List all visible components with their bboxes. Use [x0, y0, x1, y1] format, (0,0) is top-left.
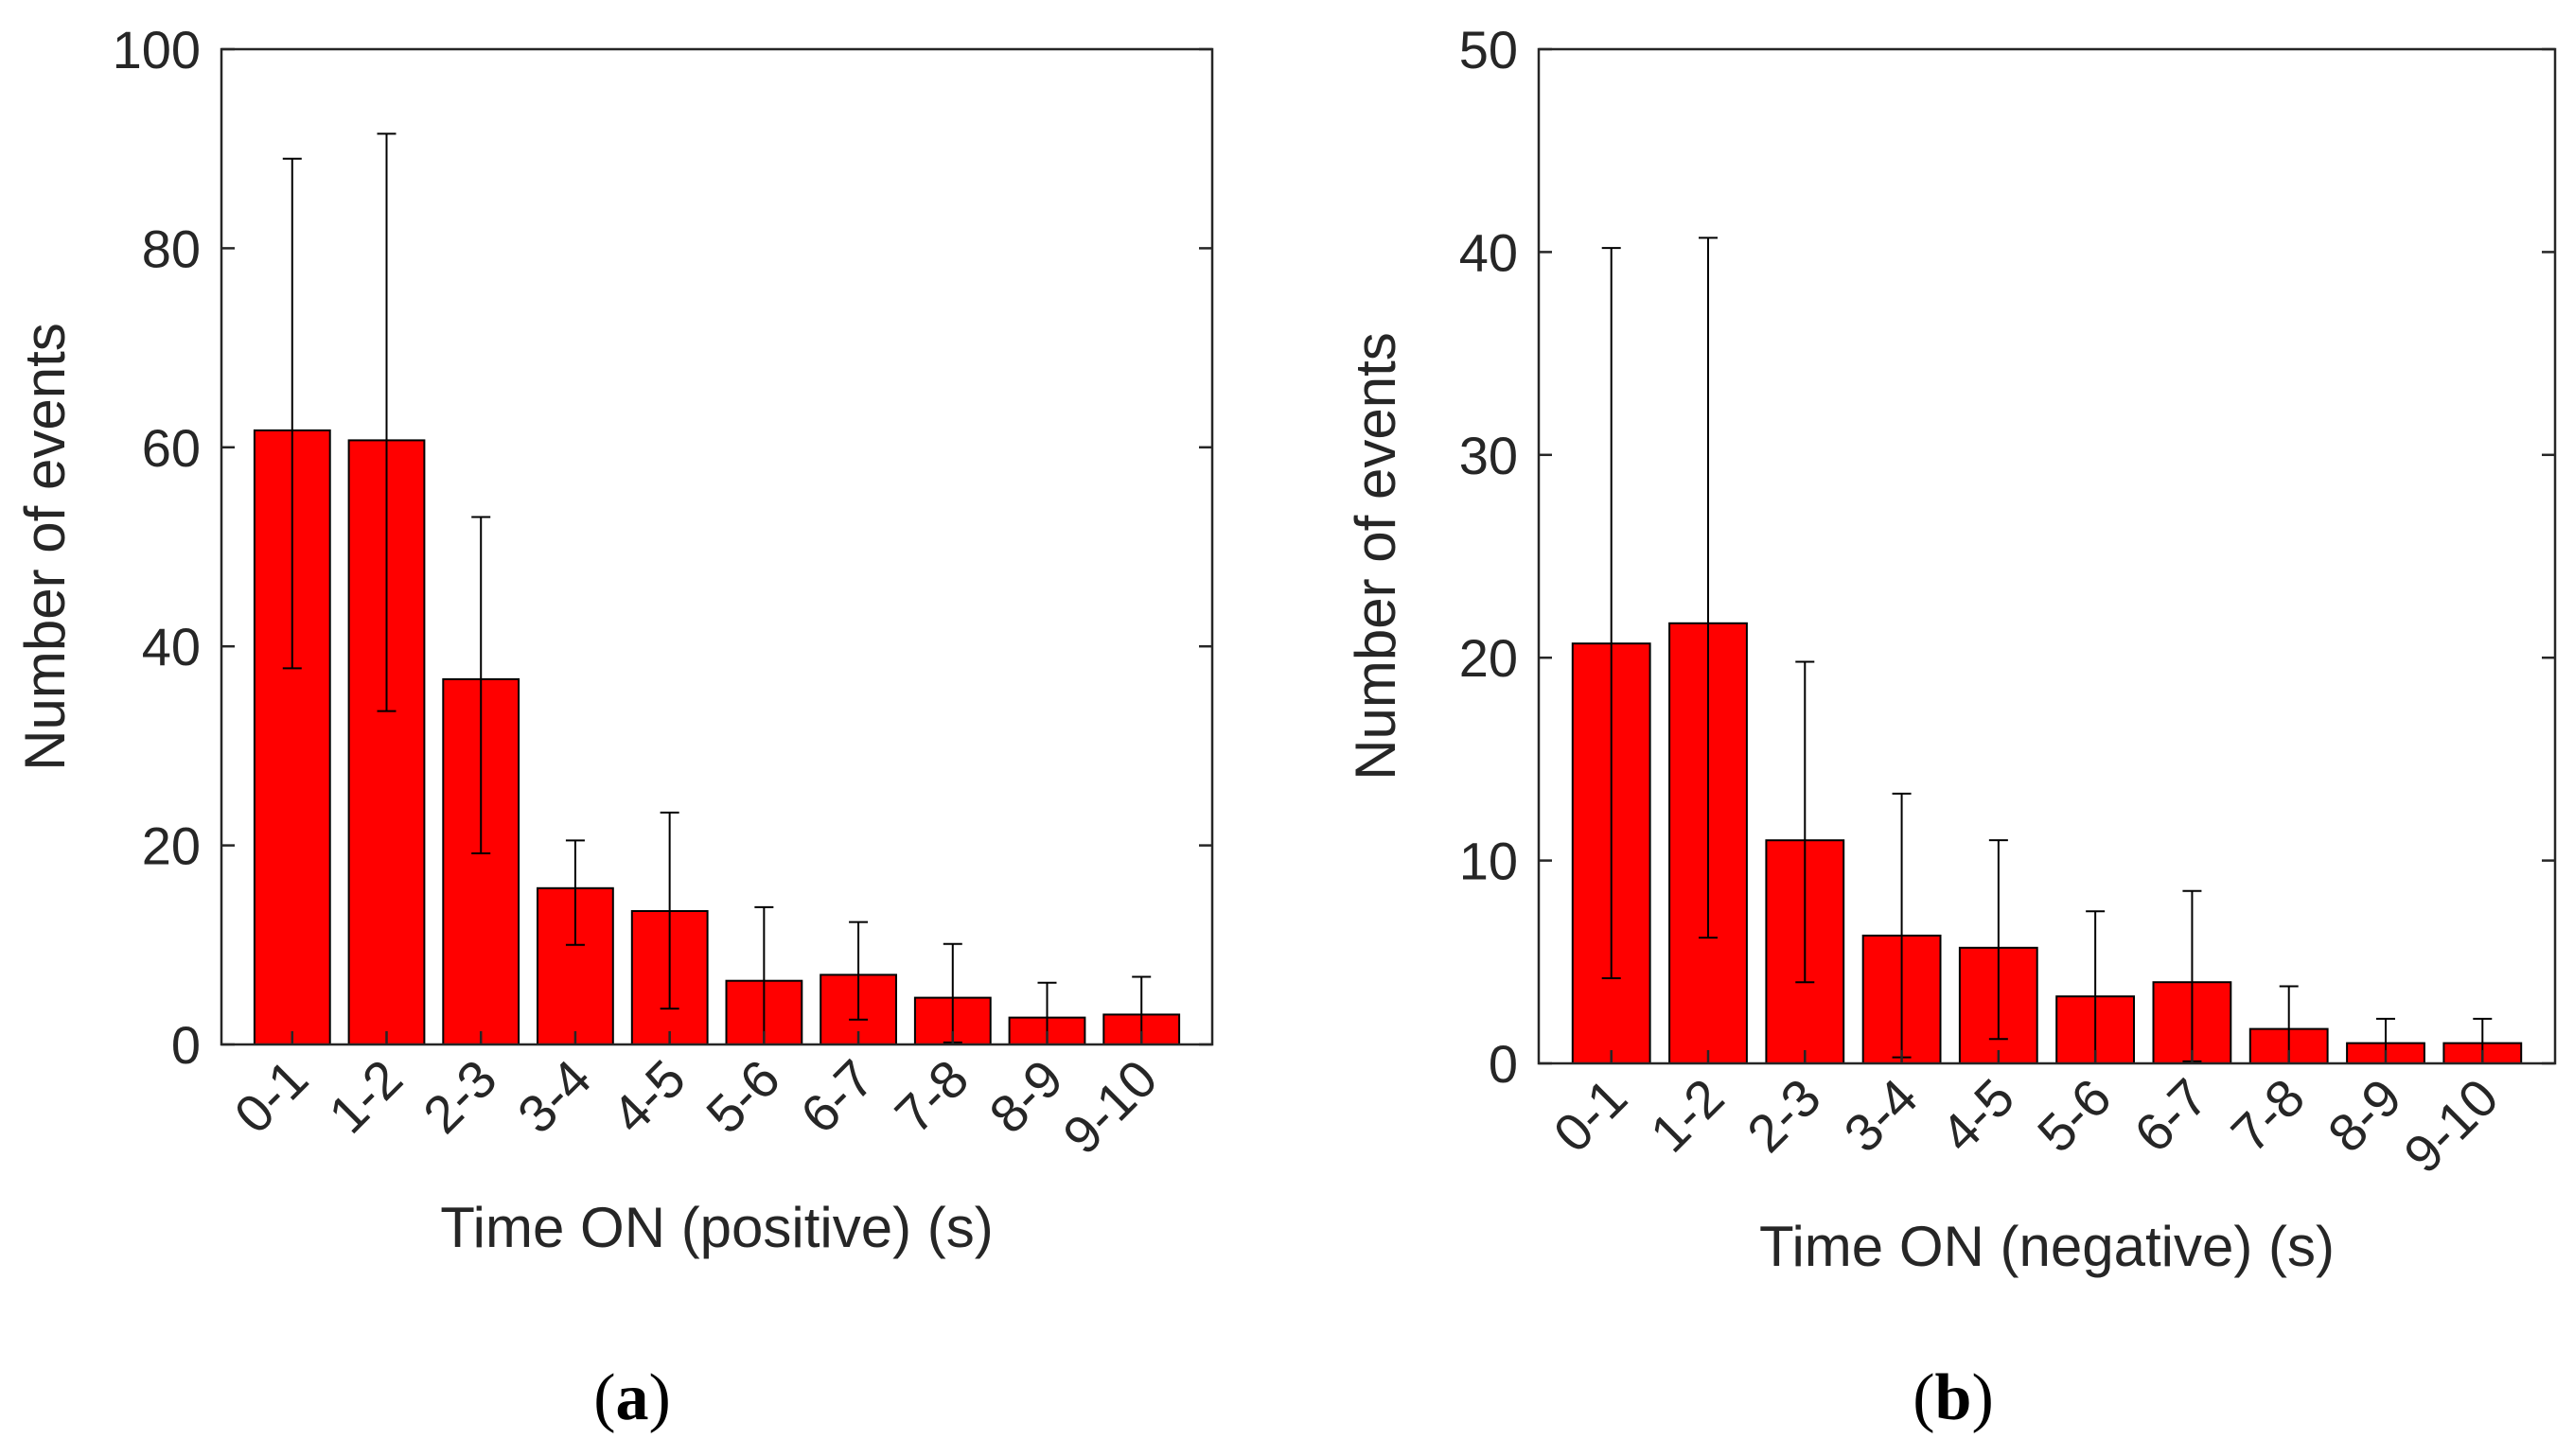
y-tick-label: 0 — [171, 1015, 201, 1075]
plot-frame — [220, 47, 1214, 1046]
y-tick-label: 100 — [113, 20, 201, 79]
x-axis-label: Time ON (positive) (s) — [440, 1196, 993, 1259]
panel-label: (b) — [1913, 1361, 1994, 1434]
x-axis-label: Time ON (negative) (s) — [1759, 1215, 2335, 1278]
bar-3-4 — [537, 886, 614, 1045]
x-tick-label: 9-10 — [1051, 1048, 1169, 1166]
x-tick-label: 3-4 — [1832, 1067, 1929, 1164]
y-axis-label: Number of events — [13, 323, 77, 771]
y-tick-label: 80 — [142, 219, 201, 278]
y-tick-label: 60 — [142, 418, 201, 478]
error-bar-6-7 — [849, 921, 869, 1021]
chart-panel-a: 0204060801000-11-22-33-44-55-66-77-88-99… — [13, 20, 1214, 1434]
error-bar-2-3 — [471, 516, 491, 855]
x-tick-label: 7-8 — [2219, 1067, 2316, 1164]
x-tick-label: 4-5 — [1930, 1067, 2026, 1164]
plot-frame — [1537, 47, 2557, 1065]
error-bar-0-1 — [1601, 247, 1621, 979]
error-bar-4-5 — [1988, 839, 2008, 1041]
error-bar-1-2 — [1699, 237, 1718, 939]
x-tick-label: 2-3 — [412, 1048, 508, 1145]
y-axis-label: Number of events — [1344, 332, 1407, 781]
y-tick-label: 0 — [1489, 1034, 1518, 1094]
x-tick-label: 2-3 — [1736, 1067, 1832, 1164]
y-tick-label: 40 — [1459, 222, 1518, 282]
x-tick-label: 6-7 — [2123, 1067, 2219, 1164]
x-tick-label: 5-6 — [2026, 1067, 2123, 1164]
x-tick-label: 6-7 — [789, 1048, 886, 1145]
y-tick-label: 40 — [142, 617, 201, 676]
x-tick-label: 1-2 — [1639, 1067, 1736, 1164]
y-tick-label: 30 — [1459, 426, 1518, 485]
panel-label-open: ( — [593, 1361, 615, 1434]
panel-label-close: ) — [649, 1361, 671, 1434]
error-bar-4-5 — [660, 811, 679, 1010]
x-tick-label: 5-6 — [695, 1048, 791, 1145]
x-tick-label: 9-10 — [2392, 1067, 2510, 1184]
y-tick-label: 50 — [1459, 20, 1518, 79]
error-bar-1-2 — [377, 132, 397, 712]
error-bar-0-1 — [282, 157, 302, 670]
x-tick-label: 0-1 — [1542, 1067, 1638, 1164]
x-tick-label: 7-8 — [883, 1048, 979, 1145]
x-tick-label: 0-1 — [222, 1048, 319, 1145]
y-tick-label: 20 — [1459, 628, 1518, 688]
panel-label-letter: b — [1935, 1361, 1972, 1434]
error-bar-2-3 — [1795, 660, 1815, 984]
panel-label-letter: a — [616, 1361, 649, 1434]
panel-label: (a) — [593, 1361, 671, 1434]
panel-label-open: ( — [1913, 1361, 1934, 1434]
y-tick-label: 20 — [142, 816, 201, 876]
y-tick-label: 10 — [1459, 832, 1518, 891]
panel-label-close: ) — [1971, 1361, 1993, 1434]
x-tick-label: 4-5 — [600, 1048, 696, 1145]
x-tick-label: 1-2 — [317, 1048, 414, 1145]
x-tick-label: 3-4 — [506, 1048, 603, 1145]
error-bar-3-4 — [565, 839, 585, 946]
